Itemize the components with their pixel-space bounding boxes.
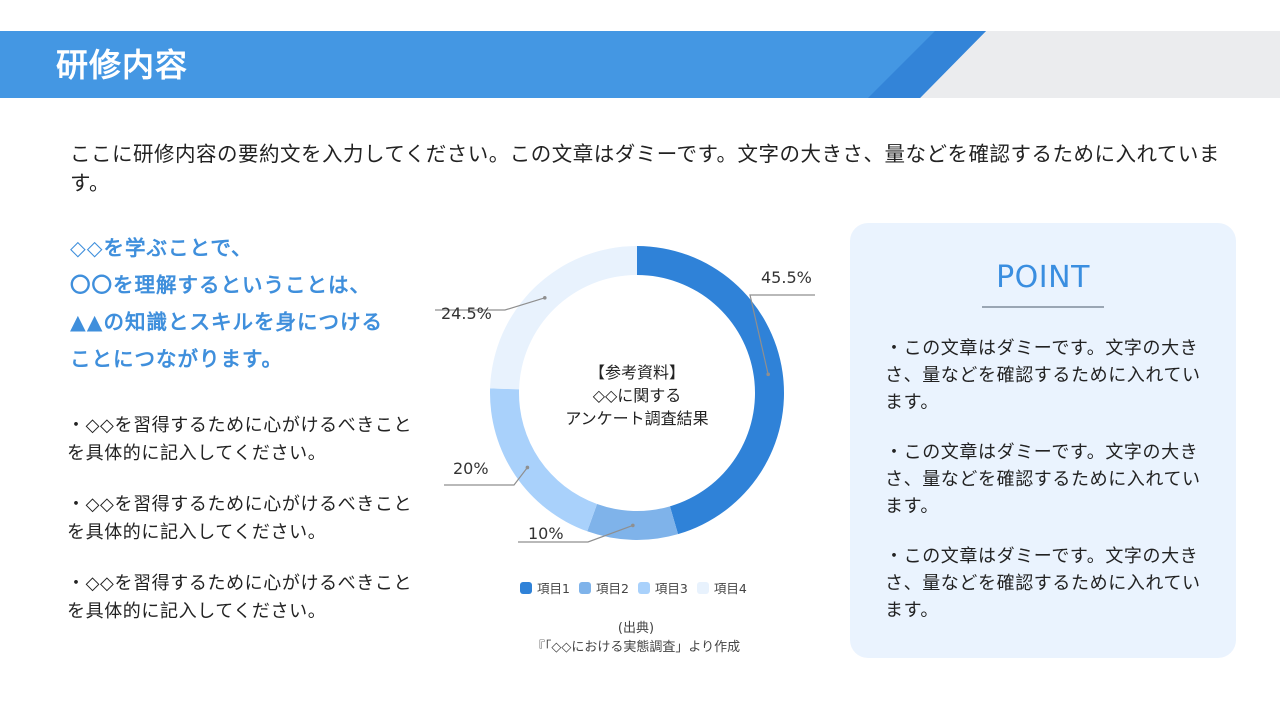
legend-item: 項目1	[520, 578, 570, 597]
lead-line: 〇〇を理解するということは、	[70, 273, 371, 297]
donut-chart: 45.5% 10% 20% 24.5% 【参考資料】 ◇◇に関する アンケート調…	[430, 235, 850, 565]
bullet-item: ・◇◇を習得するために心がけるべきことを具体的に記入してください。	[67, 494, 413, 543]
lead-statement: ◇◇を学ぶことで、 〇〇を理解するということは、 ▲▲の知識とスキルを身につける…	[70, 230, 440, 378]
title-banner: 研修内容	[0, 31, 1280, 98]
page-title: 研修内容	[56, 46, 189, 84]
source-line: 『「◇◇における実態調査」より作成	[531, 640, 741, 655]
center-line: ◇◇に関する	[592, 386, 682, 405]
point-card	[850, 223, 1236, 658]
chart-center-caption: 【参考資料】 ◇◇に関する アンケート調査結果	[537, 361, 737, 430]
legend-label: 項目4	[713, 581, 747, 596]
donut-slice	[490, 246, 637, 390]
lead-line: ▲▲の知識とスキルを身につける	[70, 310, 384, 334]
chart-legend: 項目1 項目2 項目3 項目4	[520, 578, 747, 597]
bullet-item: ・◇◇を習得するために心がけるべきことを具体的に記入してください。	[67, 415, 413, 464]
legend-item: 項目3	[637, 578, 688, 597]
point-list: ・この文章はダミーです。文字の大きさ、量などを確認するために入れています。 ・こ…	[885, 335, 1215, 647]
donut-graphic	[435, 246, 815, 543]
point-item: ・この文章はダミーです。文字の大きさ、量などを確認するために入れています。	[885, 338, 1201, 413]
legend-item: 項目4	[696, 578, 747, 597]
banner-shape	[0, 31, 986, 98]
point-item: ・この文章はダミーです。文字の大きさ、量などを確認するために入れています。	[885, 442, 1201, 517]
legend-label: 項目2	[595, 581, 629, 596]
point-divider	[982, 306, 1104, 308]
donut-slice	[637, 246, 784, 535]
legend-swatch	[578, 581, 591, 594]
slice-label-item1: 45.5%	[761, 268, 812, 287]
bullet-item: ・◇◇を習得するために心がけるべきことを具体的に記入してください。	[67, 573, 413, 622]
legend-item: 項目2	[578, 578, 629, 597]
legend-swatch	[696, 581, 709, 594]
slice-label-item4: 24.5%	[441, 304, 492, 323]
slice-label-item2: 10%	[528, 524, 564, 543]
legend-swatch	[520, 581, 532, 594]
legend-label: 項目3	[654, 581, 688, 596]
summary-text: ここに研修内容の要約文を入力してください。この文章はダミーです。文字の大きさ、量…	[70, 142, 1220, 195]
lead-line: ことにつながります。	[70, 347, 283, 371]
center-line: アンケート調査結果	[565, 409, 709, 428]
source-line: (出典)	[617, 621, 655, 636]
bullet-list: ・◇◇を習得するために心がけるべきことを具体的に記入してください。 ・◇◇を習得…	[67, 412, 427, 649]
donut-slice	[490, 388, 598, 532]
point-heading: POINT	[996, 260, 1090, 295]
chart-source: (出典) 『「◇◇における実態調査」より作成	[500, 619, 772, 657]
legend-label: 項目1	[537, 581, 570, 596]
donut-slice	[587, 504, 679, 540]
slice-label-item3: 20%	[453, 459, 489, 478]
legend-swatch	[637, 581, 650, 594]
center-line: 【参考資料】	[588, 363, 685, 382]
point-item: ・この文章はダミーです。文字の大きさ、量などを確認するために入れています。	[885, 546, 1201, 621]
lead-line: ◇◇を学ぶことで、	[70, 236, 253, 260]
